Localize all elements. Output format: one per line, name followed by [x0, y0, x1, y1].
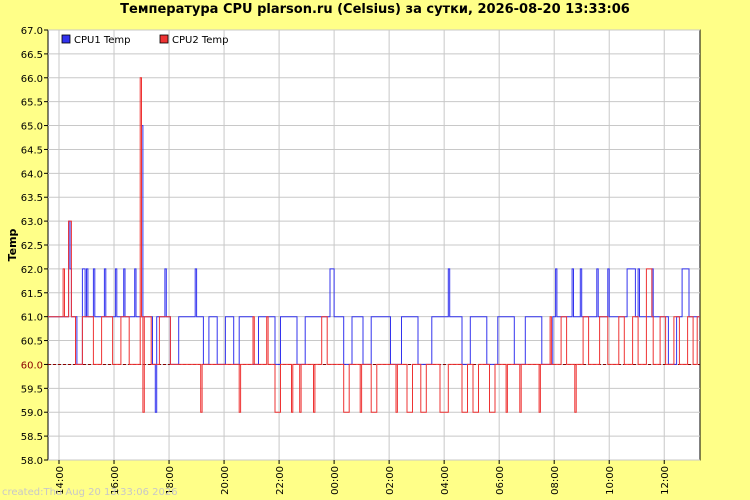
x-tick-label: 04:00 — [440, 466, 451, 495]
y-tick-label: 65.5 — [21, 98, 43, 109]
legend-label: CPU1 Temp — [74, 35, 131, 46]
y-tick-label: 66.0 — [21, 74, 43, 85]
y-tick-label: 62.0 — [21, 265, 43, 276]
y-tick-label: 60.5 — [21, 337, 43, 348]
y-tick-label: 63.0 — [21, 217, 43, 228]
x-tick-label: 02:00 — [385, 466, 396, 495]
y-axis-ticks: 58.0 58.5 59.0 59.5 60.0 60.5 61.0 61.5 62.0 62.5… — [21, 26, 48, 467]
y-tick-label: 58.0 — [21, 456, 43, 467]
y-tick-label: 62.5 — [21, 241, 43, 252]
y-tick-label: 65.0 — [21, 122, 43, 133]
y-tick-label: 61.0 — [21, 313, 43, 324]
x-tick-label: 06:00 — [495, 466, 506, 495]
y-tick-label: 66.5 — [21, 50, 43, 61]
series-line-cpu1 — [48, 125, 700, 413]
x-tick-label: 12:00 — [660, 466, 671, 495]
legend-label: CPU2 Temp — [172, 35, 229, 46]
chart-title: Температура CPU plarson.ru (Celsius) за … — [120, 2, 630, 17]
series-lines — [48, 77, 700, 413]
x-tick-label: 10:00 — [605, 466, 616, 495]
y-axis-label: Temp — [6, 228, 19, 261]
x-tick-label: 20:00 — [220, 466, 231, 495]
y-tick-label: 59.5 — [21, 384, 43, 395]
series-line-cpu2 — [48, 77, 700, 413]
x-tick-label: 22:00 — [275, 466, 286, 495]
x-tick-label: 08:00 — [550, 466, 561, 495]
x-axis-ticks: 14:00 16:00 18:00 20:00 22:00 00:00 02:00 04:00… — [55, 460, 671, 495]
y-tick-label: 60.0 — [21, 360, 43, 371]
y-tick-label: 64.5 — [21, 145, 43, 156]
y-tick-label: 63.5 — [21, 193, 43, 204]
y-tick-label: 64.0 — [21, 169, 43, 180]
legend-swatch — [159, 34, 169, 44]
x-tick-label: 00:00 — [330, 466, 341, 495]
x-tick-label: 14:00 — [55, 466, 66, 495]
y-tick-label: 67.0 — [21, 26, 43, 37]
y-tick-label: 61.5 — [21, 289, 43, 300]
legend: CPU1 Temp CPU2 Temp — [61, 34, 229, 46]
x-tick-label: 18:00 — [165, 466, 176, 495]
created-footer: created:Thu Aug 20 13:33:06 2026 — [2, 487, 178, 498]
y-tick-label: 58.5 — [21, 432, 43, 443]
y-tick-label: 59.0 — [21, 408, 43, 419]
x-tick-label: 16:00 — [110, 466, 121, 495]
legend-swatch — [61, 34, 71, 44]
